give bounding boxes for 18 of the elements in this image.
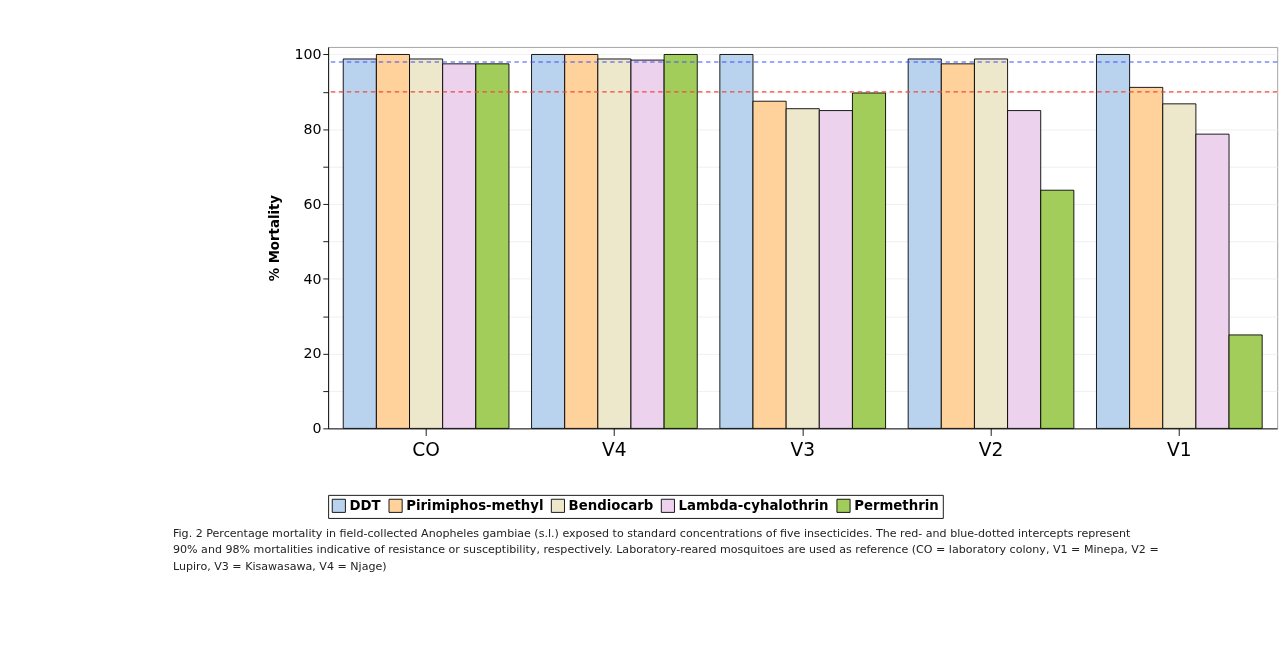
y-tick-label: 100 [294,46,322,63]
y-axis-title: % Mortality [267,194,283,282]
legend-label: Pirimiphos-methyl [406,498,544,514]
y-tick-label: 80 [303,121,322,138]
x-tick-label: CO [412,439,440,461]
x-tick-label: V4 [602,439,627,461]
y-tick-label: 20 [303,345,322,362]
legend-label: Permethrin [854,498,939,514]
y-tick-label: 60 [303,195,322,212]
y-tick-label: 0 [312,420,322,437]
legend-label: Bendiocarb [568,498,654,514]
y-tick-label: 40 [303,270,322,287]
x-tick-label: V1 [1167,439,1192,461]
legend-label: DDT [349,498,381,514]
caption: Fig. 2 Percentage mortality in field-collected Anopheles gambiae (s.l.) exposed to standard concentrations of five insecticides. The red- and blue-dotted intercepts represent 90% and 98% mortalities indicative of resistance or susceptibility, respectively. Laboratory-reared mosquitoes are used as reference (CO = laboratory colony, V1 = Minepa, V2 = Lupiro, V3 = Kisawasawa, V4 = Njage) [172,526,1159,574]
x-tick-label: V2 [978,439,1004,461]
x-tick-label: V3 [790,439,815,461]
legend-label: Lambda-cyhalothrin [678,498,829,514]
